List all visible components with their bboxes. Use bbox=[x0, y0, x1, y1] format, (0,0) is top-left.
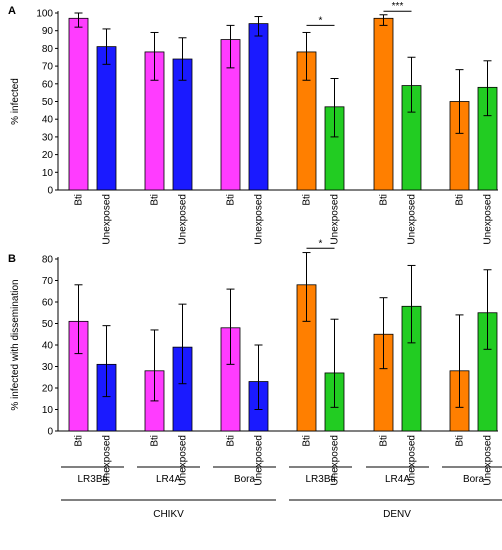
y-tick-label: 70 bbox=[42, 62, 54, 73]
virus-label: DENV bbox=[383, 509, 411, 520]
strain-label: LR3Bti bbox=[305, 474, 335, 485]
category-label: Unexposed bbox=[483, 194, 494, 245]
y-tick-label: 80 bbox=[42, 44, 54, 55]
y-tick-label: 20 bbox=[42, 150, 54, 161]
significance-label: * bbox=[319, 238, 323, 249]
strain-label: Bora bbox=[234, 474, 256, 485]
category-label: Bti bbox=[74, 194, 85, 206]
category-label: Unexposed bbox=[102, 194, 113, 245]
category-label: Bti bbox=[379, 435, 390, 447]
category-label: Unexposed bbox=[254, 435, 265, 486]
y-tick-label: 0 bbox=[47, 186, 53, 197]
category-label: Bti bbox=[150, 435, 161, 447]
y-tick-label: 10 bbox=[42, 405, 54, 416]
category-label: Bti bbox=[302, 435, 313, 447]
category-label: Unexposed bbox=[178, 194, 189, 245]
panel-letter: B bbox=[8, 253, 16, 265]
category-label: Bti bbox=[379, 194, 390, 206]
bar bbox=[96, 46, 117, 191]
category-label: Bti bbox=[302, 194, 313, 206]
bar bbox=[373, 17, 394, 191]
virus-label: CHIKV bbox=[153, 509, 184, 520]
y-tick-label: 20 bbox=[42, 384, 54, 395]
strain-label: Bora bbox=[463, 474, 485, 485]
y-tick-label: 30 bbox=[42, 132, 54, 143]
bar bbox=[68, 17, 89, 191]
category-label: Bti bbox=[74, 435, 85, 447]
category-label: Bti bbox=[150, 194, 161, 206]
category-label: Unexposed bbox=[483, 435, 494, 486]
y-tick-label: 50 bbox=[42, 97, 54, 108]
y-axis-label: % infected bbox=[10, 78, 21, 125]
y-tick-label: 40 bbox=[42, 115, 54, 126]
strain-label: LR4A bbox=[156, 474, 181, 485]
category-label: Bti bbox=[455, 194, 466, 206]
panel-letter: A bbox=[8, 5, 16, 17]
category-label: Unexposed bbox=[330, 194, 341, 245]
y-tick-label: 50 bbox=[42, 319, 54, 330]
category-label: Unexposed bbox=[330, 435, 341, 486]
category-label: Unexposed bbox=[407, 435, 418, 486]
strain-label: LR4A bbox=[385, 474, 410, 485]
category-label: Bti bbox=[455, 435, 466, 447]
y-tick-label: 40 bbox=[42, 341, 54, 352]
y-tick-label: 90 bbox=[42, 26, 54, 37]
y-tick-label: 80 bbox=[42, 255, 54, 266]
category-label: Bti bbox=[226, 194, 237, 206]
y-tick-label: 10 bbox=[42, 168, 54, 179]
panel-b: B % infected with dissemination 0 10 20 30 40 5… bbox=[8, 238, 498, 486]
y-tick-label: 60 bbox=[42, 79, 54, 90]
significance-label: *** bbox=[392, 1, 404, 12]
category-label: Unexposed bbox=[254, 194, 265, 245]
y-tick-label: 0 bbox=[47, 427, 53, 438]
category-label: Bti bbox=[226, 435, 237, 447]
y-tick-label: 100 bbox=[36, 9, 53, 20]
y-tick-label: 60 bbox=[42, 298, 54, 309]
y-tick-label: 30 bbox=[42, 362, 54, 373]
panel-a: A % infected 0 10 20 30 40 50 60 70 80 90 100 Bti Unex… bbox=[8, 1, 498, 245]
significance-label: * bbox=[319, 15, 323, 26]
bar bbox=[248, 23, 269, 191]
category-label: Unexposed bbox=[102, 435, 113, 486]
category-label: Unexposed bbox=[178, 435, 189, 486]
group-labels: LR3Bti LR4A Bora LR3Bti LR4A Bora CHIKV DENV bbox=[61, 466, 502, 520]
y-axis-label: % infected with dissemination bbox=[10, 279, 21, 410]
y-tick-label: 70 bbox=[42, 276, 54, 287]
category-label: Unexposed bbox=[407, 194, 418, 245]
strain-label: LR3Bti bbox=[77, 474, 107, 485]
